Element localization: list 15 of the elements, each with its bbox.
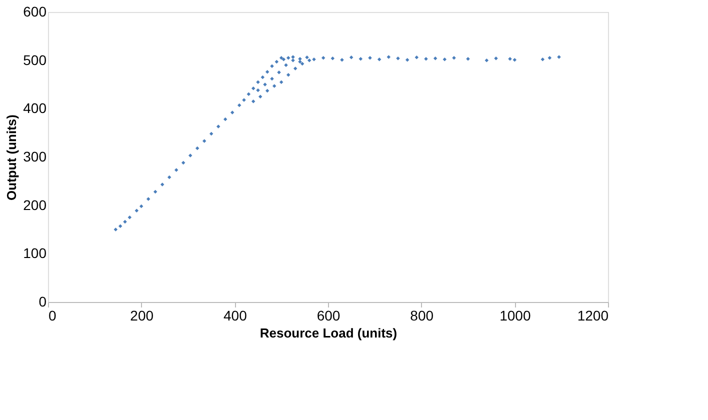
x-tick-label: 400 [223,308,248,324]
y-tick-label: 200 [23,196,47,213]
y-tick-label: 600 [23,4,47,20]
x-tick-label: 800 [410,308,434,324]
y-axis-title: Output (units) [4,114,20,200]
x-tick-label: 200 [130,308,154,324]
y-tick-label: 300 [23,148,47,164]
x-tick-label: 600 [316,308,340,324]
y-tick-label: 400 [23,100,47,116]
x-axis-title: Resource Load (units) [260,326,398,340]
x-tick-label: 1000 [500,308,531,324]
y-tick-label: 100 [23,245,47,262]
x-tick-label: 1200 [577,308,609,324]
y-tick-label: 500 [23,52,47,68]
y-tick-label: 0 [38,294,47,310]
